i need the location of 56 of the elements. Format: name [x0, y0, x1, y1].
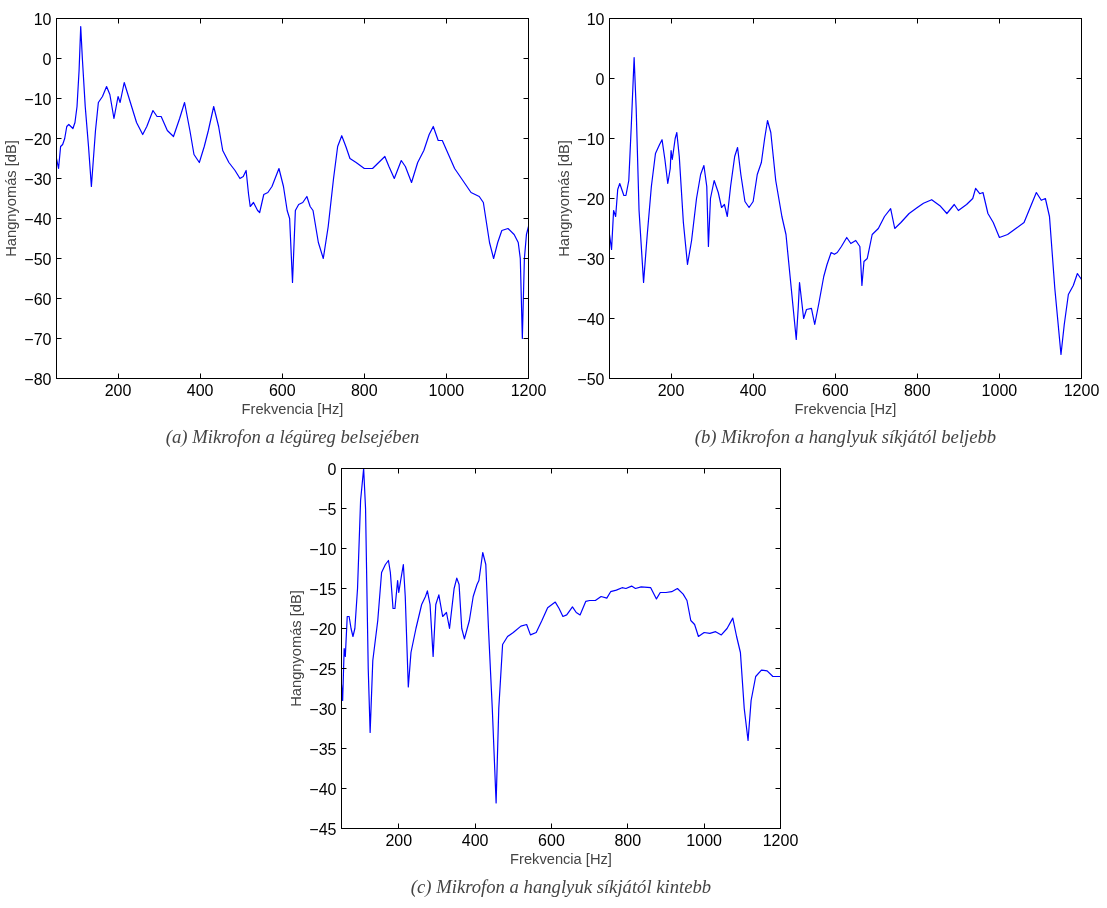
- y-axis-title: Hangnyomás [dB]: [3, 140, 20, 257]
- x-tick-label: 400: [739, 381, 767, 399]
- x-tick-label: 200: [385, 831, 413, 849]
- y-tick-label: −10: [309, 540, 337, 558]
- y-tick-label: −40: [577, 310, 605, 328]
- y-tick-label: −40: [309, 780, 337, 798]
- x-tick-label: 400: [461, 831, 489, 849]
- y-tick-label: 10: [586, 10, 605, 28]
- y-tick-label: 0: [42, 50, 52, 68]
- line-series: [56, 25, 529, 340]
- x-tick-label: 800: [614, 831, 642, 849]
- y-tick-label: −20: [24, 130, 52, 148]
- x-tick-label: 600: [821, 381, 849, 399]
- y-tick-label: −30: [577, 250, 605, 268]
- y-tick-label: −45: [309, 820, 337, 838]
- x-axis-title: Frekvencia [Hz]: [794, 400, 897, 417]
- x-tick-label: 1200: [1063, 381, 1100, 399]
- x-tick-label: 800: [903, 381, 931, 399]
- y-tick-label: −30: [24, 170, 52, 188]
- y-tick-label: −50: [24, 250, 52, 268]
- y-tick-label: −35: [309, 740, 337, 758]
- y-tick-label: −80: [24, 370, 52, 388]
- x-tick-label: 200: [657, 381, 685, 399]
- y-tick-label: 0: [595, 70, 605, 88]
- x-tick-label: 1200: [762, 831, 799, 849]
- text: (b) Mikrofon a hanglyuk síkjától beljebb: [694, 425, 997, 448]
- x-tick-label: 400: [186, 381, 214, 399]
- y-tick-label: 0: [327, 460, 337, 478]
- y-tick-label: −15: [309, 580, 337, 598]
- x-axis-title: Frekvencia [Hz]: [241, 400, 344, 417]
- y-tick-label: −20: [577, 190, 605, 208]
- y-tick-label: −10: [24, 90, 52, 108]
- y-tick-label: −60: [24, 290, 52, 308]
- line-series: [609, 56, 1082, 356]
- y-tick-label: −30: [309, 700, 337, 718]
- y-tick-label: −70: [24, 330, 52, 348]
- x-tick-label: 1000: [981, 381, 1018, 399]
- y-tick-label: −40: [24, 210, 52, 228]
- text: (a) Mikrofon a légüreg belsejében: [165, 425, 420, 448]
- y-tick-label: 10: [33, 10, 52, 28]
- x-tick-label: 600: [268, 381, 296, 399]
- y-tick-label: −10: [577, 130, 605, 148]
- y-tick-label: −25: [309, 660, 337, 678]
- x-tick-label: 200: [104, 381, 132, 399]
- x-axis-title: Frekvencia [Hz]: [510, 850, 612, 867]
- x-tick-label: 600: [538, 831, 565, 849]
- y-axis-title: Hangnyomás [dB]: [556, 140, 573, 257]
- x-tick-label: 800: [350, 381, 378, 399]
- x-tick-label: 1000: [686, 831, 723, 849]
- y-tick-label: −50: [577, 370, 605, 388]
- y-tick-label: −5: [318, 500, 337, 518]
- text: (c) Mikrofon a hanglyuk síkjától kintebb: [410, 875, 712, 898]
- y-tick-label: −20: [309, 620, 337, 638]
- x-tick-label: 1000: [428, 381, 465, 399]
- x-tick-label: 1200: [510, 381, 547, 399]
- y-axis-title: Hangnyomás [dB]: [288, 590, 305, 707]
